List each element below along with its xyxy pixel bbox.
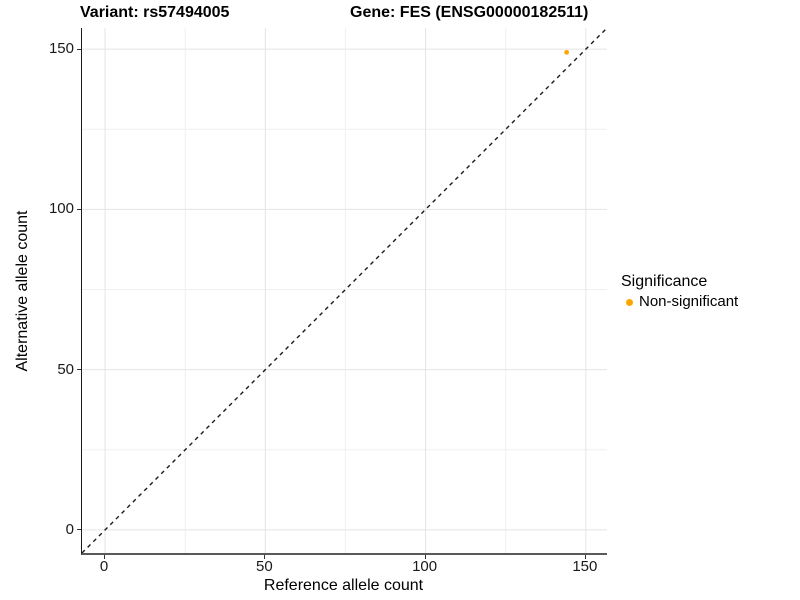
y-tick-mark — [77, 529, 81, 531]
x-tick-label: 0 — [99, 558, 109, 575]
x-tick-label: 150 — [572, 558, 598, 575]
y-tick-label: 0 — [65, 520, 74, 538]
legend: Significance Non-significant — [621, 272, 738, 312]
y-axis-title: Alternative allele count — [14, 210, 31, 372]
data-point — [564, 49, 570, 55]
legend-title: Significance — [621, 273, 708, 290]
legend-point-icon — [626, 298, 633, 306]
x-tick-mark — [264, 555, 266, 559]
plot-title-gene: Gene: FES (ENSG00000182511) — [350, 4, 589, 21]
x-tick-mark — [104, 555, 106, 559]
x-tick-mark — [584, 555, 586, 559]
legend-item: Non-significant — [621, 292, 738, 312]
y-tick-mark — [77, 369, 81, 371]
plot-title-variant: Variant: rs57494005 — [80, 4, 230, 21]
y-tick-label: 100 — [48, 200, 74, 218]
x-tick-label: 50 — [255, 558, 273, 575]
y-tick-label: 50 — [57, 360, 74, 378]
plot-canvas — [82, 28, 607, 553]
x-tick-mark — [424, 555, 426, 559]
identity-line — [82, 28, 607, 553]
legend-item-label: Non-significant — [639, 293, 739, 310]
y-tick-mark — [77, 48, 81, 50]
x-tick-label: 100 — [412, 558, 438, 575]
y-tick-mark — [77, 208, 81, 210]
x-axis-title: Reference allele count — [263, 577, 424, 594]
plot-panel — [81, 28, 607, 555]
y-tick-label: 150 — [48, 40, 74, 58]
